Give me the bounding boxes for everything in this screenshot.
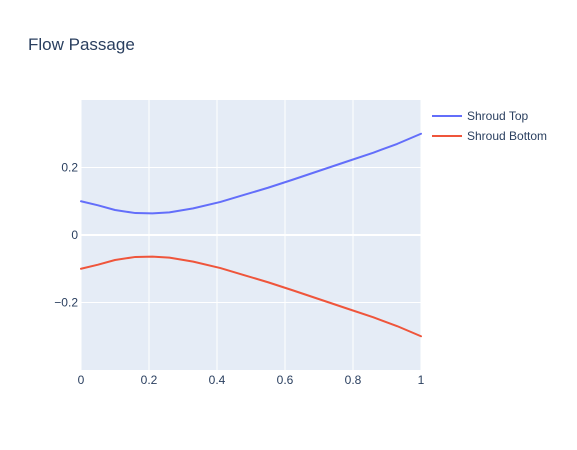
x-tick-label: 0.4	[209, 373, 226, 387]
y-tick-label: 0	[71, 228, 78, 242]
series-line-0[interactable]	[80, 132, 422, 215]
legend[interactable]: Shroud Top Shroud Bottom	[432, 109, 547, 143]
legend-item-0[interactable]: Shroud Top	[432, 109, 528, 123]
series-line-1[interactable]	[80, 255, 422, 338]
chart-title: Flow Passage	[28, 35, 135, 54]
x-tick-label: 0.6	[277, 373, 294, 387]
y-tick-label: −0.2	[54, 296, 78, 310]
legend-label: Shroud Top	[467, 109, 528, 123]
x-tick-label: 0.2	[141, 373, 158, 387]
legend-label: Shroud Bottom	[467, 129, 547, 143]
x-tick-label: 1	[418, 373, 425, 387]
x-tick-label: 0.8	[345, 373, 362, 387]
legend-item-1[interactable]: Shroud Bottom	[432, 129, 547, 143]
axis-label-layer: 0 0.2 0.4 0.6 0.8 1 −0.2 0 0.2	[54, 161, 424, 388]
series-layer	[80, 132, 422, 338]
y-tick-label: 0.2	[61, 161, 78, 175]
x-tick-label: 0	[78, 373, 85, 387]
grid-layer	[80, 100, 422, 370]
